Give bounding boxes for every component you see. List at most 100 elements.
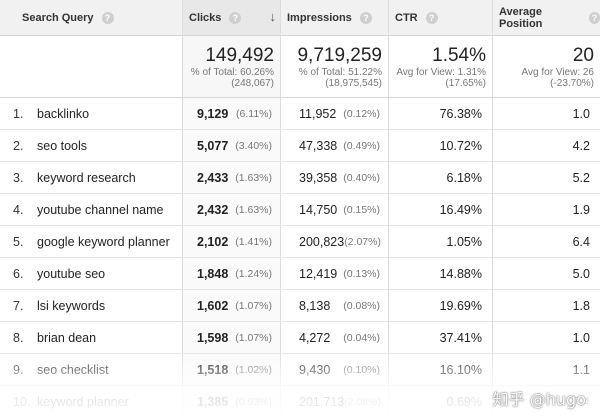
ctr-value: 19.69%	[439, 298, 482, 313]
clicks-cell: 1,848 (1.24%)	[182, 258, 280, 289]
header-clicks[interactable]: Clicks ? ↓	[182, 0, 280, 35]
clicks-percent: (3.40%)	[235, 139, 272, 152]
ctr-cell: 6.18%	[388, 162, 492, 193]
totals-query-cell	[0, 36, 182, 97]
query-link[interactable]: keyword planner	[37, 394, 129, 409]
position-cell: 1.0	[492, 322, 600, 353]
table-header: Search Query ? Clicks ? ↓ Impressions ? …	[0, 0, 600, 36]
position-value: 5.2	[572, 170, 590, 185]
query-cell: 3. keyword research	[0, 162, 182, 193]
table-row[interactable]: 6. youtube seo 1,848 (1.24%) 12,419 (0.13%) 14…	[0, 258, 600, 290]
position-value: 1.9	[572, 202, 590, 217]
ctr-cell: 10.72%	[388, 130, 492, 161]
clicks-value: 2,432	[197, 202, 229, 217]
position-cell: 1.9	[492, 194, 600, 225]
clicks-percent: (1.02%)	[235, 363, 272, 376]
query-cell: 9. seo checklist	[0, 354, 182, 385]
impressions-percent: (0.04%)	[343, 331, 380, 344]
table-row[interactable]: 9. seo checklist 1,518 (1.02%) 9,430 (0.10%) 1…	[0, 354, 600, 386]
table-row[interactable]: 5. google keyword planner 2,102 (1.41%) 200,…	[0, 226, 600, 258]
impressions-percent: (0.10%)	[343, 363, 380, 376]
query-link[interactable]: google keyword planner	[37, 234, 170, 249]
query-cell: 2. seo tools	[0, 130, 182, 161]
query-link[interactable]: seo tools	[37, 138, 88, 153]
query-cell: 5. google keyword planner	[0, 226, 182, 257]
impressions-value: 47,338	[299, 138, 338, 153]
impressions-cell: 200,823 (2.07%)	[280, 226, 388, 257]
sort-descending-icon[interactable]: ↓	[269, 9, 277, 24]
totals-ctr-avg: Avg for View: 1.31%	[396, 66, 486, 78]
header-clicks-label: Clicks	[189, 11, 222, 24]
table-row[interactable]: 2. seo tools 5,077 (3.40%) 47,338 (0.49%) 10.7…	[0, 130, 600, 162]
header-search-query-label: Search Query	[22, 11, 94, 24]
table-row[interactable]: 3. keyword research 2,433 (1.63%) 39,358 (0.4…	[0, 162, 600, 194]
query-link[interactable]: youtube seo	[37, 266, 106, 281]
row-number: 9.	[13, 362, 24, 377]
ctr-value: 14.88%	[439, 266, 482, 281]
totals-impressions-value: 9,719,259	[297, 44, 382, 66]
query-link[interactable]: youtube channel name	[37, 202, 164, 217]
query-link[interactable]: seo checklist	[37, 362, 109, 377]
ctr-value: 0.69%	[446, 394, 482, 409]
clicks-cell: 2,433 (1.63%)	[182, 162, 280, 193]
ctr-cell: 76.38%	[388, 98, 492, 129]
ctr-value: 37.41%	[439, 330, 482, 345]
position-cell: 5.2	[492, 162, 600, 193]
row-number: 4.	[13, 202, 24, 217]
help-icon[interactable]: ?	[359, 11, 372, 24]
ctr-cell: 16.49%	[388, 194, 492, 225]
query-link[interactable]: lsi keywords	[37, 298, 106, 313]
header-average-position-label: Average Position	[499, 5, 543, 30]
totals-clicks-total: (248,067)	[231, 77, 274, 89]
clicks-value: 9,129	[197, 106, 229, 121]
help-icon[interactable]: ?	[425, 11, 438, 24]
clicks-value: 2,102	[197, 234, 229, 249]
position-value: 1.1	[572, 362, 590, 377]
table-row[interactable]: 1. backlinko 9,129 (6.11%) 11,952 (0.12%) 76.3…	[0, 98, 600, 130]
query-link[interactable]: keyword research	[37, 170, 136, 185]
query-link[interactable]: brian dean	[37, 330, 97, 345]
impressions-percent: (0.08%)	[343, 299, 380, 312]
query-cell: 8. brian dean	[0, 322, 182, 353]
header-ctr[interactable]: CTR ?	[388, 0, 492, 35]
impressions-percent: (2.07%)	[344, 235, 381, 248]
clicks-percent: (6.11%)	[236, 107, 272, 120]
help-icon[interactable]: ?	[229, 11, 242, 24]
header-average-position[interactable]: Average Position ?	[492, 0, 600, 35]
clicks-percent: (1.24%)	[235, 267, 272, 280]
query-cell: 7. lsi keywords	[0, 290, 182, 321]
clicks-cell: 5,077 (3.40%)	[182, 130, 280, 161]
clicks-value: 5,077	[197, 138, 229, 153]
table-row[interactable]: 7. lsi keywords 1,602 (1.07%) 8,138 (0.08%) 19…	[0, 290, 600, 322]
clicks-cell: 1,385 (0.93%)	[182, 386, 280, 417]
totals-row: 149,492 % of Total: 60.26% (248,067) 9,7…	[0, 36, 600, 98]
impressions-value: 200,823	[299, 234, 345, 249]
row-number: 7.	[13, 298, 24, 313]
clicks-value: 1,518	[197, 362, 229, 377]
position-value: 1.0	[572, 106, 590, 121]
clicks-value: 2,433	[197, 170, 229, 185]
impressions-cell: 9,430 (0.10%)	[280, 354, 388, 385]
header-search-query[interactable]: Search Query ?	[0, 0, 182, 35]
help-icon[interactable]: ?	[101, 11, 114, 24]
ctr-value: 16.49%	[439, 202, 482, 217]
help-icon[interactable]: ?	[589, 11, 600, 24]
impressions-percent: (0.12%)	[343, 107, 380, 120]
table-row[interactable]: 4. youtube channel name 2,432 (1.63%) 14,750…	[0, 194, 600, 226]
ctr-cell: 0.69%	[388, 386, 492, 417]
header-impressions[interactable]: Impressions ?	[280, 0, 388, 35]
impressions-value: 39,358	[299, 170, 338, 185]
query-link[interactable]: backlinko	[37, 106, 90, 121]
ctr-value: 6.18%	[446, 170, 482, 185]
row-number: 1.	[13, 106, 24, 121]
table-row[interactable]: 8. brian dean 1,598 (1.07%) 4,272 (0.04%) 37.4…	[0, 322, 600, 354]
clicks-cell: 2,102 (1.41%)	[182, 226, 280, 257]
totals-impressions: 9,719,259 % of Total: 51.22% (18,975,545…	[280, 36, 388, 97]
impressions-value: 8,138	[299, 298, 331, 313]
position-cell: 1.0	[492, 98, 600, 129]
row-number: 6.	[13, 266, 24, 281]
query-cell: 4. youtube channel name	[0, 194, 182, 225]
impressions-value: 9,430	[299, 362, 331, 377]
impressions-cell: 11,952 (0.12%)	[280, 98, 388, 129]
impressions-value: 14,750	[299, 202, 338, 217]
